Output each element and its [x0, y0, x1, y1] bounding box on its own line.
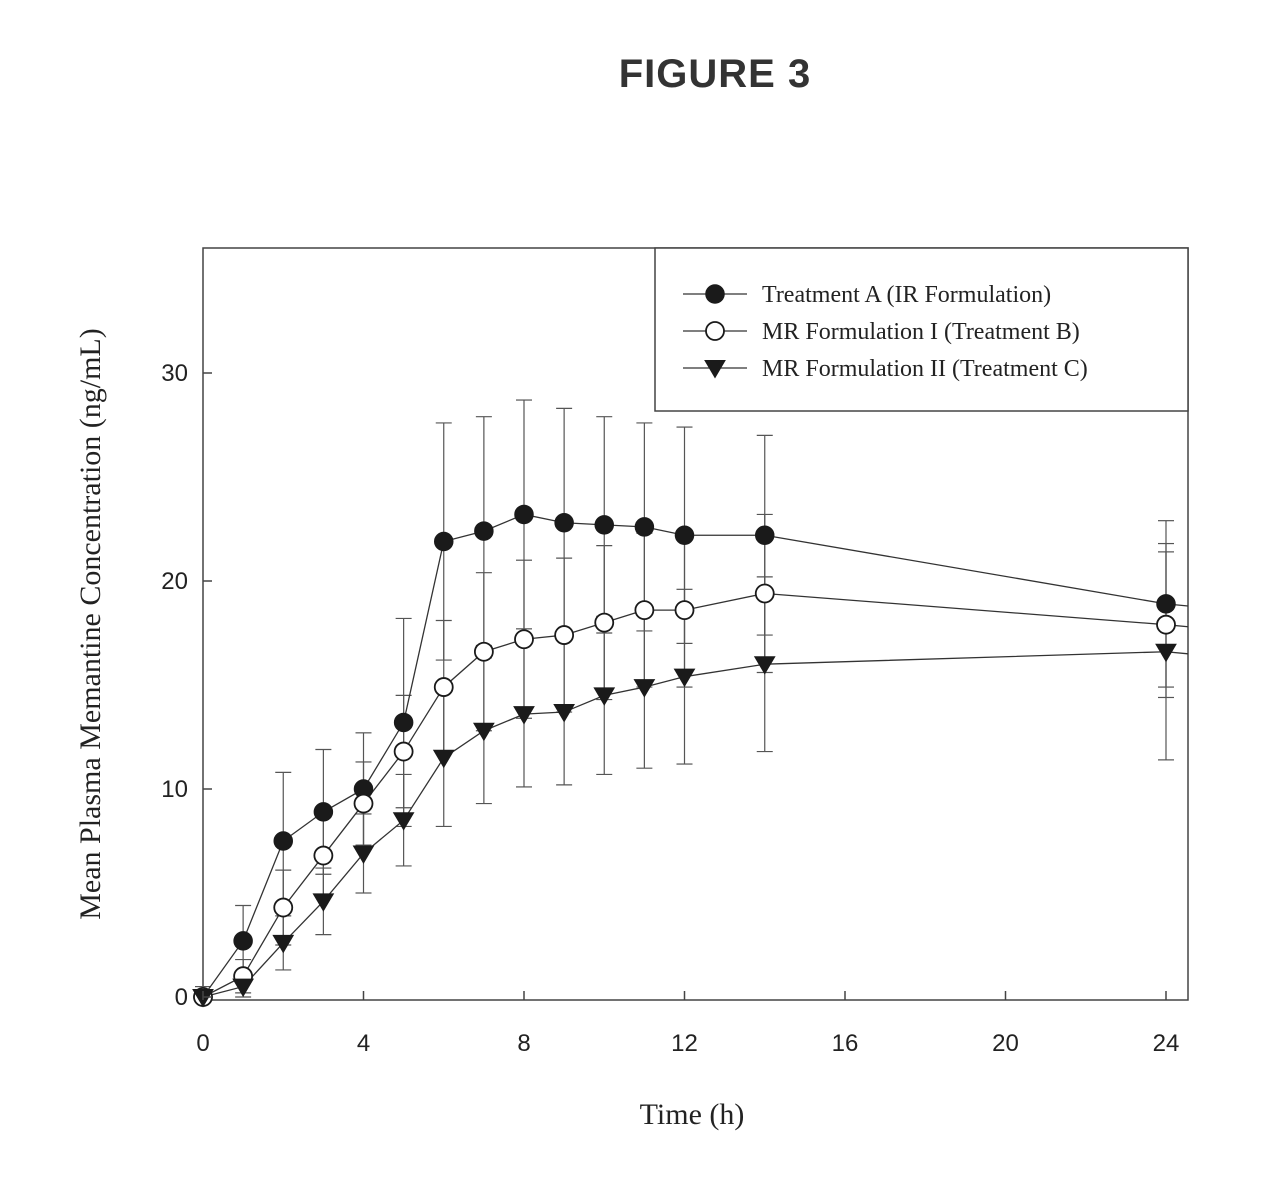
data-point-a: [435, 532, 453, 550]
data-point-c: [474, 723, 494, 740]
data-point-c: [434, 750, 454, 767]
y-tick-label: 10: [161, 776, 188, 803]
data-point-b: [1157, 616, 1175, 634]
x-tick-label: 16: [832, 1030, 859, 1057]
data-point-b: [314, 847, 332, 865]
data-point-b: [635, 601, 653, 619]
data-point-c: [514, 707, 534, 724]
data-point-c: [594, 688, 614, 705]
data-point-a: [395, 713, 413, 731]
data-point-c: [675, 669, 695, 686]
series-line-b: [203, 593, 1188, 997]
data-point-b: [595, 614, 613, 632]
data-point-a: [274, 832, 292, 850]
y-tick-label: 20: [161, 568, 188, 595]
legend-label-b: MR Formulation I (Treatment B): [762, 319, 1080, 345]
legend-marker-a: [706, 285, 724, 303]
data-point-a: [595, 516, 613, 534]
data-point-c: [394, 813, 414, 830]
chart: 0 4 8 12 16 20 24 0 10 20 30 Treatment A (IR Formu…: [0, 0, 1287, 1201]
data-point-b: [515, 630, 533, 648]
data-point-c: [354, 846, 374, 863]
data-point-b: [395, 743, 413, 761]
x-tick-label: 12: [671, 1030, 698, 1057]
series-line-c: [203, 652, 1188, 997]
data-point-a: [475, 522, 493, 540]
data-point-a: [555, 514, 573, 532]
data-point-b: [676, 601, 694, 619]
data-point-a: [234, 932, 252, 950]
y-tick-label: 0: [175, 984, 188, 1011]
x-tick-label: 8: [517, 1030, 530, 1057]
y-tick-label: 30: [161, 360, 188, 387]
data-point-c: [233, 979, 253, 996]
legend-label-a: Treatment A (IR Formulation): [762, 282, 1051, 308]
x-tick-label: 20: [992, 1030, 1019, 1057]
data-point-b: [355, 795, 373, 813]
x-tick-label: 0: [196, 1030, 209, 1057]
data-point-a: [756, 526, 774, 544]
data-point-b: [475, 643, 493, 661]
y-axis-label: Mean Plasma Memantine Concentration (ng/…: [74, 328, 107, 920]
x-tick-label: 24: [1153, 1030, 1180, 1057]
data-point-b: [756, 584, 774, 602]
legend-marker-b: [706, 322, 724, 340]
data-point-b: [555, 626, 573, 644]
data-point-a: [1157, 595, 1175, 613]
x-tick-label: 4: [357, 1030, 370, 1057]
data-point-a: [676, 526, 694, 544]
legend-label-c: MR Formulation II (Treatment C): [762, 356, 1088, 382]
data-point-a: [515, 505, 533, 523]
data-point-a: [635, 518, 653, 536]
data-point-b: [435, 678, 453, 696]
x-axis-label: Time (h): [640, 1098, 745, 1131]
data-point-a: [314, 803, 332, 821]
series-line-a: [203, 514, 1188, 997]
data-point-b: [274, 899, 292, 917]
